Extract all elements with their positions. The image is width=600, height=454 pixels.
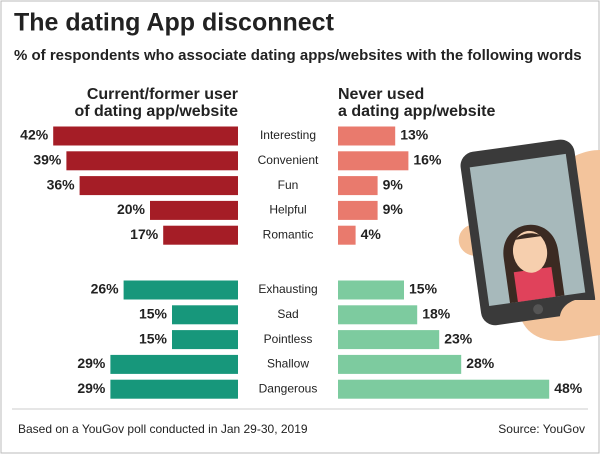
bar xyxy=(79,176,238,196)
value-label: 16% xyxy=(413,152,442,168)
chart-title: The dating App disconnect xyxy=(14,9,335,37)
bar xyxy=(338,225,356,245)
value-label: 4% xyxy=(361,226,382,242)
bar xyxy=(338,151,409,171)
value-label: 15% xyxy=(139,330,168,346)
value-label: 9% xyxy=(383,176,404,192)
value-label: 28% xyxy=(466,355,495,371)
left-series-name: Current/former user of dating app/websit… xyxy=(74,86,238,120)
bar xyxy=(338,305,418,325)
bar xyxy=(172,330,238,350)
value-label: 36% xyxy=(47,176,76,192)
category-label: Interesting xyxy=(260,128,316,142)
category-label: Dangerous xyxy=(259,381,318,395)
bar xyxy=(53,126,239,146)
value-label: 48% xyxy=(554,380,583,396)
value-label: 17% xyxy=(130,226,159,242)
bar xyxy=(338,280,404,300)
bar xyxy=(123,280,238,300)
value-label: 42% xyxy=(20,127,49,143)
source: Source: YouGov xyxy=(498,422,585,436)
category-label: Fun xyxy=(278,178,299,192)
bar xyxy=(338,126,396,146)
bar xyxy=(338,200,378,220)
category-label: Romantic xyxy=(263,227,314,241)
bar xyxy=(338,176,378,196)
value-label: 39% xyxy=(33,152,62,168)
bar xyxy=(172,305,238,325)
value-label: 9% xyxy=(383,201,404,217)
bar xyxy=(338,379,550,399)
bar xyxy=(66,151,239,171)
category-label: Shallow xyxy=(267,357,309,371)
bar xyxy=(338,354,462,374)
value-label: 18% xyxy=(422,306,451,322)
value-label: 29% xyxy=(77,380,106,396)
chart-subtitle: % of respondents who associate dating ap… xyxy=(14,47,582,64)
category-label: Sad xyxy=(277,307,298,321)
category-label: Convenient xyxy=(258,153,319,167)
bar xyxy=(338,330,440,350)
category-label: Exhausting xyxy=(258,282,317,296)
category-label: Pointless xyxy=(264,332,313,346)
phone-illustration xyxy=(458,139,600,341)
value-label: 13% xyxy=(400,127,429,143)
bar xyxy=(110,379,238,399)
bar xyxy=(163,225,238,245)
value-label: 29% xyxy=(77,355,106,371)
bar xyxy=(150,200,238,220)
value-label: 23% xyxy=(444,330,473,346)
right-series-name: Never used a dating app/website xyxy=(338,86,496,120)
value-label: 20% xyxy=(117,201,146,217)
value-label: 15% xyxy=(409,281,438,297)
value-label: 15% xyxy=(139,306,168,322)
category-label: Helpful xyxy=(269,203,306,217)
bar xyxy=(110,354,238,374)
value-label: 26% xyxy=(91,281,120,297)
note: Based on a YouGov poll conducted in Jan … xyxy=(18,422,308,436)
